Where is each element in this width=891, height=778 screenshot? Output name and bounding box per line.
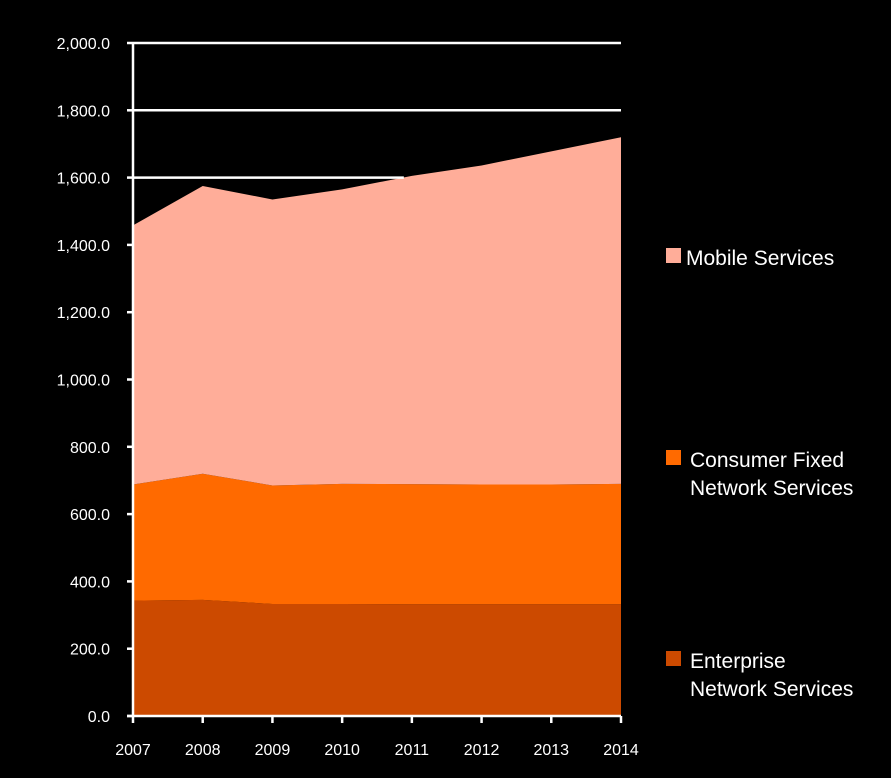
y-tick-label: 2,000.0: [57, 36, 110, 53]
legend-label: Network Services: [690, 477, 853, 500]
y-tick-label: 800.0: [70, 440, 110, 457]
legend-swatch: [666, 651, 681, 666]
y-tick-label: 600.0: [70, 507, 110, 524]
legend-label: Enterprise: [690, 650, 786, 673]
area-consumer-fixed-network-services: [133, 473, 621, 605]
y-tick-label: 0.0: [88, 709, 110, 726]
x-tick-label: 2010: [324, 742, 360, 759]
x-tick-label: 2012: [464, 742, 500, 759]
legend-label: Mobile Services: [686, 247, 834, 270]
x-tick-label: 2014: [603, 742, 639, 759]
y-tick-label: 1,200.0: [57, 305, 110, 322]
legend-label: Consumer Fixed: [690, 449, 844, 472]
y-tick-label: 200.0: [70, 642, 110, 659]
legend-label: Network Services: [690, 678, 853, 701]
x-tick-label: 2013: [533, 742, 569, 759]
area-mobile-services: [133, 137, 621, 486]
legend-swatch: [666, 248, 681, 263]
y-tick-label: 1,000.0: [57, 373, 110, 390]
x-tick-label: 2008: [185, 742, 221, 759]
legend-swatch: [666, 450, 681, 465]
y-tick-label: 400.0: [70, 574, 110, 591]
y-tick-label: 1,800.0: [57, 103, 110, 120]
y-tick-label: 1,400.0: [57, 238, 110, 255]
x-tick-label: 2007: [115, 742, 151, 759]
area-enterprise-network-services: [133, 599, 621, 716]
x-tick-label: 2009: [255, 742, 291, 759]
y-tick-label: 1,600.0: [57, 171, 110, 188]
x-tick-label: 2011: [395, 742, 430, 759]
